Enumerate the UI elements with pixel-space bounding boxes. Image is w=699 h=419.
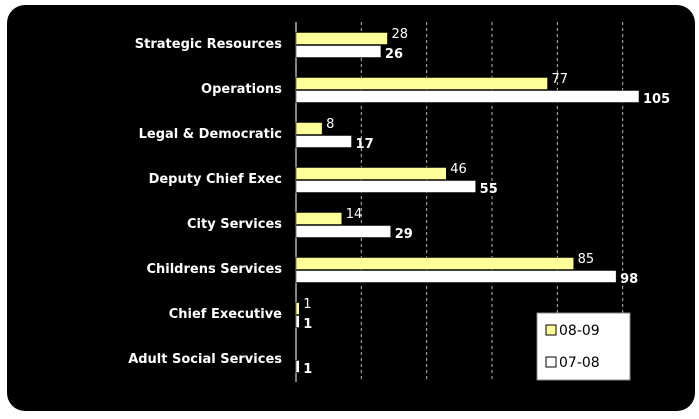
legend: 08-09 07-08	[536, 312, 631, 381]
bar	[295, 167, 447, 180]
legend-swatch	[545, 324, 557, 336]
data-label: 1	[303, 297, 311, 312]
bar	[295, 257, 574, 270]
data-label: 85	[578, 252, 595, 267]
data-label: 29	[395, 227, 413, 242]
data-label: 14	[346, 207, 363, 222]
bar	[295, 135, 352, 148]
bar	[295, 45, 382, 58]
data-label: 1	[303, 317, 312, 332]
legend-swatch	[545, 356, 557, 368]
y-tick-label: Strategic Resources	[135, 37, 282, 52]
data-label: 28	[391, 27, 408, 42]
y-tick-label: Deputy Chief Exec	[149, 172, 282, 187]
data-label: 77	[552, 72, 569, 87]
bar	[295, 302, 300, 315]
bar	[295, 315, 300, 328]
bar	[295, 360, 300, 373]
chart-background	[7, 5, 695, 411]
bar	[295, 122, 323, 135]
data-label: 105	[643, 92, 670, 107]
y-tick-label: Childrens Services	[146, 262, 282, 277]
legend-label: 08-09	[559, 323, 600, 339]
y-tick-label: Legal & Democratic	[139, 127, 282, 142]
data-label: 8	[326, 117, 334, 132]
legend-label: 07-08	[559, 355, 600, 371]
bar	[295, 77, 548, 90]
data-label: 1	[303, 362, 312, 377]
data-label: 46	[450, 162, 467, 177]
data-label: 98	[620, 272, 638, 287]
data-label: 55	[480, 182, 498, 197]
legend-box	[536, 312, 631, 381]
bar	[295, 225, 391, 238]
y-tick-label: Chief Executive	[169, 307, 282, 322]
bar	[295, 32, 388, 45]
bar	[295, 212, 342, 225]
bar	[295, 270, 617, 283]
bar	[295, 180, 476, 193]
y-tick-label: Operations	[201, 82, 282, 97]
data-label: 26	[385, 47, 403, 62]
y-tick-label: City Services	[187, 217, 282, 232]
bar	[295, 90, 640, 103]
data-label: 17	[356, 137, 374, 152]
y-tick-label: Adult Social Services	[128, 352, 282, 367]
